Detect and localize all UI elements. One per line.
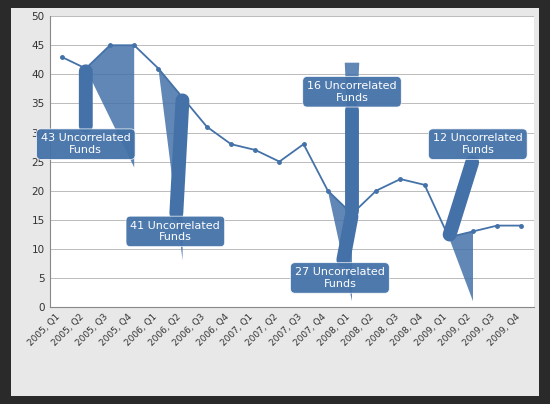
Polygon shape bbox=[449, 231, 473, 301]
Text: 16 Uncorrelated
Funds: 16 Uncorrelated Funds bbox=[307, 81, 397, 211]
Text: 43 Uncorrelated
Funds: 43 Uncorrelated Funds bbox=[41, 71, 131, 155]
Polygon shape bbox=[158, 69, 183, 261]
Polygon shape bbox=[345, 63, 359, 214]
Polygon shape bbox=[328, 191, 352, 301]
Polygon shape bbox=[86, 45, 134, 167]
Text: 27 Uncorrelated
Funds: 27 Uncorrelated Funds bbox=[295, 217, 385, 289]
Text: 12 Uncorrelated
Funds: 12 Uncorrelated Funds bbox=[433, 133, 522, 235]
Text: 41 Uncorrelated
Funds: 41 Uncorrelated Funds bbox=[130, 100, 220, 242]
